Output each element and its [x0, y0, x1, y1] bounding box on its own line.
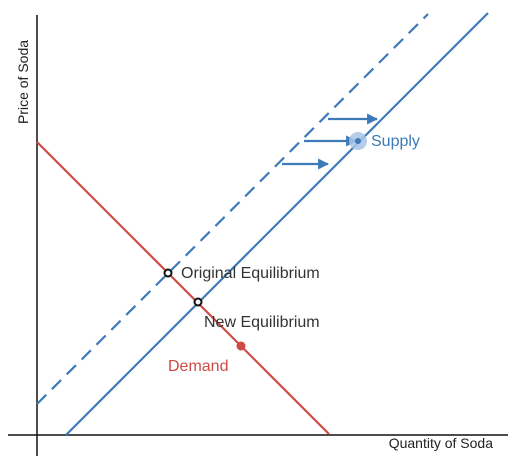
original-supply-curve — [36, 13, 429, 405]
demand-label-dot — [236, 341, 246, 351]
demand-label: Demand — [168, 358, 228, 375]
supply-label: Supply — [371, 133, 420, 150]
new-equilibrium-point — [193, 297, 203, 307]
new-equilibrium-label: New Equilibrium — [204, 314, 320, 331]
supply-label-dot — [355, 138, 361, 144]
new-supply-curve — [65, 12, 489, 436]
demand-curve — [36, 141, 330, 435]
original-equilibrium-point — [163, 268, 173, 278]
original-equilibrium-label: Original Equilibrium — [181, 265, 320, 282]
x-axis-label: Quantity of Soda — [389, 435, 494, 451]
y-axis-label: Price of Soda — [15, 40, 31, 124]
